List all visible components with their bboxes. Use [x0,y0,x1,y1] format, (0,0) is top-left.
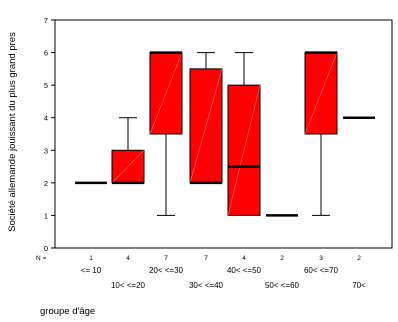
category-label: 40< <=50 [227,266,262,275]
n-count-label: 7 [164,255,168,262]
category-label: <= 10 [81,266,102,275]
y-tick-label: 0 [44,244,48,253]
n-count-label: 2 [280,255,284,262]
box-shading [304,52,338,135]
box-group [111,117,145,185]
box-shading [227,85,261,216]
n-count-label: 4 [242,255,246,262]
n-count-label: 4 [126,255,130,262]
y-tick-label: 7 [44,16,48,25]
category-label: 30< <=40 [189,281,224,290]
y-tick-label: 5 [44,81,48,90]
category-label: 50< <=60 [265,281,300,290]
x-axis-label: groupe d'âge [40,306,95,317]
n-count-label: 2 [357,255,361,262]
plot-frame [54,19,393,249]
y-axis-label: Société allemande jouissant du plus gran… [7,32,18,232]
category-label: 20< <=30 [149,266,184,275]
plot-frame-group [54,19,393,249]
boxes-layer [75,51,375,217]
box-shading [189,68,223,183]
box-shading [111,150,145,184]
category-label: 10< <=20 [111,281,146,290]
y-tick-label: 4 [44,114,48,123]
n-label: N = [36,255,47,262]
box-group [149,51,183,216]
n-count-label: 7 [204,255,208,262]
y-tick-label: 2 [44,179,48,188]
y-tick-label: 1 [44,211,48,220]
y-axis: 0 1 2 3 4 5 6 7 [44,16,55,253]
box-shading [149,52,183,135]
y-tick-label: 6 [44,49,48,58]
box-group [304,51,338,216]
y-tick-label: 3 [44,146,48,155]
n-count-label: 3 [319,255,323,262]
n-count-label: 1 [89,255,93,262]
category-label: 70< [352,281,366,290]
box-group [227,52,261,216]
box-group [189,52,223,185]
category-label: 60< <=70 [304,266,339,275]
